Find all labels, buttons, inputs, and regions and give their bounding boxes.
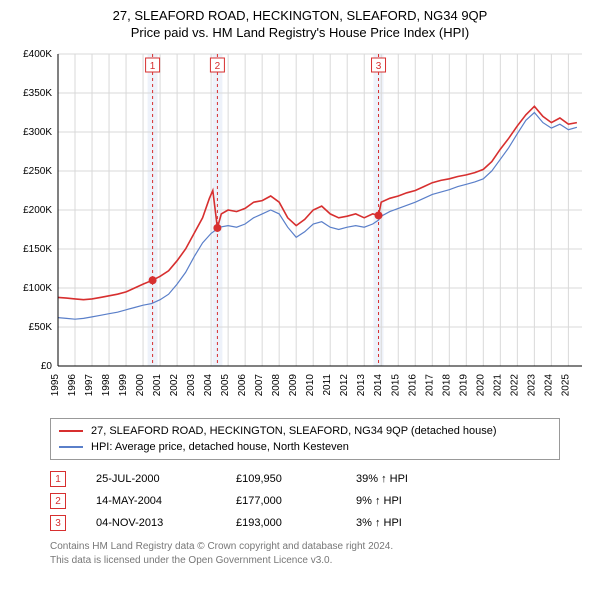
- svg-text:£50K: £50K: [29, 322, 53, 333]
- marker-diff: 39% ↑ HPI: [356, 473, 476, 485]
- legend-label: HPI: Average price, detached house, Nort…: [91, 439, 349, 455]
- footer-line-1: Contains HM Land Registry data © Crown c…: [50, 540, 586, 554]
- svg-text:2001: 2001: [152, 374, 163, 397]
- svg-text:1999: 1999: [118, 374, 129, 397]
- svg-text:£350K: £350K: [23, 88, 52, 99]
- svg-text:2014: 2014: [373, 374, 384, 397]
- svg-text:1997: 1997: [84, 374, 95, 397]
- marker-table: 125-JUL-2000£109,95039% ↑ HPI214-MAY-200…: [50, 468, 586, 534]
- marker-diff: 3% ↑ HPI: [356, 517, 476, 529]
- svg-text:2025: 2025: [560, 374, 571, 397]
- svg-text:£100K: £100K: [23, 283, 52, 294]
- legend: 27, SLEAFORD ROAD, HECKINGTON, SLEAFORD,…: [50, 418, 560, 460]
- svg-text:2021: 2021: [492, 374, 503, 397]
- marker-diff: 9% ↑ HPI: [356, 495, 476, 507]
- svg-text:2011: 2011: [322, 374, 333, 396]
- svg-text:2018: 2018: [441, 374, 452, 397]
- svg-text:2002: 2002: [169, 374, 180, 397]
- svg-text:2000: 2000: [135, 374, 146, 397]
- svg-text:2003: 2003: [186, 374, 197, 397]
- svg-text:2016: 2016: [407, 374, 418, 397]
- svg-text:1995: 1995: [50, 374, 61, 397]
- svg-text:2004: 2004: [203, 374, 214, 397]
- footer-line-2: This data is licensed under the Open Gov…: [50, 554, 586, 568]
- marker-number-box: 3: [50, 515, 66, 531]
- chart-area: £0 £50K £100K £150K £200K £250K £300K £350K £400…: [10, 48, 590, 408]
- svg-text:2010: 2010: [305, 374, 316, 397]
- marker-date: 14-MAY-2004: [96, 495, 236, 507]
- svg-text:£150K: £150K: [23, 244, 52, 255]
- marker-price: £193,000: [236, 517, 356, 529]
- svg-text:2013: 2013: [356, 374, 367, 397]
- marker-date: 25-JUL-2000: [96, 473, 236, 485]
- marker-price: £109,950: [236, 473, 356, 485]
- chart-title: 27, SLEAFORD ROAD, HECKINGTON, SLEAFORD,…: [10, 8, 590, 23]
- svg-text:2012: 2012: [339, 374, 350, 397]
- legend-swatch: [59, 430, 83, 432]
- marker-date: 04-NOV-2013: [96, 517, 236, 529]
- svg-text:£250K: £250K: [23, 166, 52, 177]
- svg-text:2020: 2020: [475, 374, 486, 397]
- marker-number-box: 2: [50, 493, 66, 509]
- svg-text:2017: 2017: [424, 374, 435, 397]
- svg-text:2008: 2008: [271, 374, 282, 397]
- svg-text:1996: 1996: [67, 374, 78, 397]
- svg-text:£200K: £200K: [23, 205, 52, 216]
- svg-text:2015: 2015: [390, 374, 401, 397]
- chart-container: 27, SLEAFORD ROAD, HECKINGTON, SLEAFORD,…: [0, 0, 600, 574]
- svg-text:1998: 1998: [101, 374, 112, 397]
- svg-text:1: 1: [150, 61, 156, 72]
- svg-text:2023: 2023: [526, 374, 537, 397]
- marker-row: 2 14-MAY-2004£177,0009% ↑ HPI: [50, 490, 586, 512]
- legend-row: 27, SLEAFORD ROAD, HECKINGTON, SLEAFORD,…: [59, 423, 551, 439]
- svg-text:£0: £0: [41, 361, 53, 372]
- svg-text:2007: 2007: [254, 374, 265, 397]
- chart-subtitle: Price paid vs. HM Land Registry's House …: [10, 25, 590, 40]
- marker-number-box: 1: [50, 471, 66, 487]
- svg-text:2019: 2019: [458, 374, 469, 397]
- svg-text:£400K: £400K: [23, 49, 52, 60]
- price-chart: £0 £50K £100K £150K £200K £250K £300K £350K £400…: [10, 48, 590, 408]
- svg-text:2022: 2022: [509, 374, 520, 397]
- legend-swatch: [59, 446, 83, 448]
- svg-text:2006: 2006: [237, 374, 248, 397]
- legend-row: HPI: Average price, detached house, Nort…: [59, 439, 551, 455]
- svg-text:3: 3: [376, 61, 382, 72]
- svg-text:2: 2: [215, 61, 221, 72]
- marker-row: 1 25-JUL-2000£109,95039% ↑ HPI: [50, 468, 586, 490]
- svg-text:2024: 2024: [543, 374, 554, 397]
- svg-text:£300K: £300K: [23, 127, 52, 138]
- svg-text:2009: 2009: [288, 374, 299, 397]
- marker-price: £177,000: [236, 495, 356, 507]
- svg-text:2005: 2005: [220, 374, 231, 397]
- legend-label: 27, SLEAFORD ROAD, HECKINGTON, SLEAFORD,…: [91, 423, 497, 439]
- footer-attribution: Contains HM Land Registry data © Crown c…: [50, 540, 586, 568]
- marker-row: 3 04-NOV-2013£193,0003% ↑ HPI: [50, 512, 586, 534]
